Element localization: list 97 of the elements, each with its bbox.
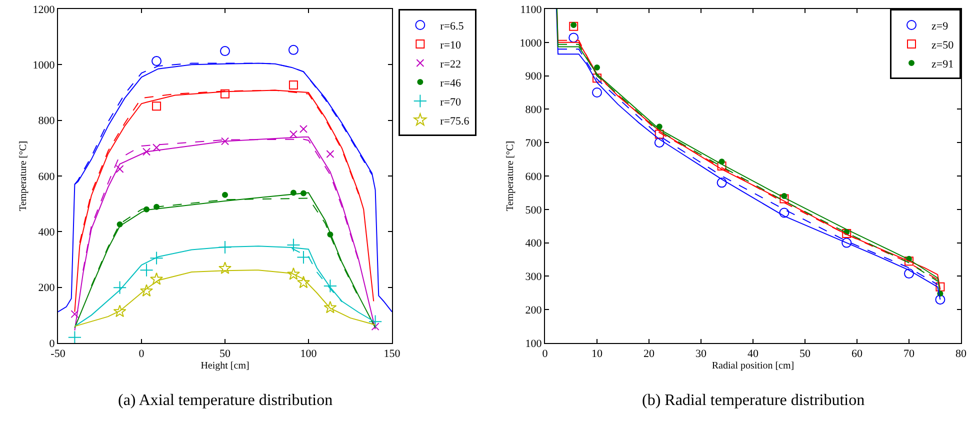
y-tick-label: 1000 <box>32 60 56 72</box>
y-tick-label: 800 <box>525 104 542 116</box>
x-tick-label: 20 <box>644 348 655 360</box>
point <box>594 64 600 70</box>
point <box>140 263 154 277</box>
y-tick-label: 300 <box>525 271 542 284</box>
y-tick-label: 0 <box>49 338 56 350</box>
legend-label: r=75.6 <box>440 115 470 128</box>
point <box>716 178 727 188</box>
y-tick-label: 700 <box>525 137 542 150</box>
x-tick-label: 70 <box>904 348 915 360</box>
point <box>779 208 790 218</box>
point <box>570 22 577 28</box>
point <box>717 161 726 170</box>
point <box>142 148 151 156</box>
legend-label: z=50 <box>932 39 954 52</box>
x-tick-label: 50 <box>220 348 231 360</box>
y-tick-label: 600 <box>525 170 542 183</box>
point <box>936 282 945 292</box>
x-tick-label: 40 <box>748 348 759 360</box>
legend-label: r=6.5 <box>440 20 464 32</box>
point <box>288 80 298 90</box>
point <box>222 192 228 198</box>
x-tick-label: 80 <box>956 348 967 360</box>
point <box>113 304 126 318</box>
point <box>592 88 602 98</box>
point <box>152 102 162 111</box>
x-axis-title: Radial position [cm] <box>712 360 794 372</box>
point <box>296 250 310 264</box>
line-series <box>74 192 376 328</box>
point <box>288 44 298 55</box>
y-tick-label: 500 <box>525 204 542 216</box>
x-tick-label: 10 <box>592 348 603 360</box>
point <box>654 130 664 139</box>
text: (a) Axial temperature distribution <box>118 392 333 409</box>
y-tick-label: 1200 <box>32 4 56 16</box>
x-tick-label: 30 <box>696 348 707 360</box>
x-tick-label: 60 <box>852 348 863 360</box>
point <box>116 165 124 174</box>
point <box>904 268 914 279</box>
legend-label: z=9 <box>932 20 949 32</box>
y-tick-label: 200 <box>38 282 56 294</box>
point <box>297 276 310 288</box>
legend-label: r=46 <box>440 77 462 90</box>
point <box>221 137 229 146</box>
legend-label: r=10 <box>440 39 462 52</box>
point <box>780 194 789 204</box>
text: (b) Radial temperature distribution <box>642 392 865 409</box>
point <box>150 272 164 285</box>
x-tick-label: 0 <box>138 348 145 360</box>
point <box>569 22 578 31</box>
point <box>592 74 602 83</box>
line-series <box>58 62 392 312</box>
point <box>152 144 161 152</box>
x-tick-label: 150 <box>384 348 401 360</box>
point <box>326 150 334 158</box>
y-tick-label: 200 <box>525 304 542 316</box>
point <box>152 56 162 66</box>
y-axis-title: Temperature [°C] <box>18 140 29 212</box>
point <box>842 228 852 238</box>
x-tick-label: 50 <box>800 348 811 360</box>
point <box>842 238 852 248</box>
point <box>286 238 300 252</box>
x-tick-label: 100 <box>300 348 318 360</box>
point <box>220 89 230 98</box>
y-tick-label: 400 <box>38 226 56 239</box>
legend-label: z=91 <box>932 58 954 70</box>
x-axis-title: Height [cm] <box>200 360 250 372</box>
point <box>299 124 308 133</box>
point <box>323 279 338 293</box>
point <box>289 130 298 138</box>
point <box>112 280 127 294</box>
point <box>286 267 300 280</box>
point <box>68 330 82 344</box>
y-tick-label: 900 <box>525 70 542 83</box>
point <box>368 314 382 328</box>
point <box>218 262 232 274</box>
y-tick-label: 1100 <box>520 4 542 16</box>
point <box>654 138 664 148</box>
point <box>371 322 380 331</box>
legend-label: r=22 <box>440 58 462 70</box>
y-tick-label: 800 <box>38 115 56 128</box>
legend-label: r=70 <box>440 96 462 108</box>
point <box>70 310 79 318</box>
point <box>220 46 230 56</box>
point <box>324 300 337 314</box>
y-tick-label: 1000 <box>520 37 542 50</box>
y-tick-label: 400 <box>525 238 542 250</box>
y-axis-title: Temperature [°C] <box>504 140 516 212</box>
point <box>568 32 579 43</box>
y-tick-label: 600 <box>38 170 56 183</box>
point <box>140 284 153 297</box>
point <box>904 256 914 266</box>
x-tick-label: -50 <box>50 348 66 360</box>
point <box>935 294 946 305</box>
point <box>150 251 164 265</box>
y-tick-label: 100 <box>525 338 542 350</box>
